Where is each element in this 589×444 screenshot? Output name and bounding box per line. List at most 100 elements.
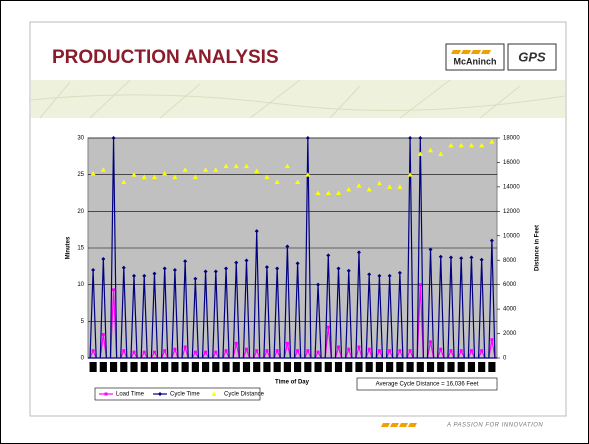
y2-tick-label: 6000 (503, 282, 517, 288)
cycle-marker (489, 238, 494, 243)
distance-marker (233, 163, 239, 169)
distance-marker (336, 190, 342, 195)
x-tick-label-box (181, 362, 189, 372)
x-tick-label-box (375, 362, 383, 372)
load-marker (152, 350, 156, 354)
cycle-marker (479, 257, 484, 262)
x-tick-label-box (304, 362, 312, 372)
legend-marker (104, 392, 108, 396)
load-marker (388, 349, 392, 353)
cycle-marker (408, 136, 413, 140)
load-marker (173, 347, 177, 351)
y2-axis-label: Distance in Feet (535, 225, 541, 271)
distance-marker (203, 167, 209, 172)
load-marker (357, 345, 361, 349)
cycle-marker (224, 266, 229, 271)
load-marker (337, 345, 341, 349)
x-tick-label-box (99, 362, 107, 372)
load-marker (101, 333, 105, 337)
cycle-marker (152, 271, 157, 276)
load-marker (275, 349, 279, 353)
distance-marker (346, 186, 352, 192)
distance-marker (397, 184, 403, 189)
load-marker (398, 349, 402, 353)
x-tick-label-box (426, 362, 435, 372)
banner (31, 80, 565, 118)
load-marker (142, 350, 146, 354)
y-tick-label: 0 (81, 356, 85, 362)
distance-marker (428, 147, 434, 153)
load-marker (469, 349, 473, 353)
distance-marker (468, 142, 474, 148)
distance-marker (274, 179, 280, 184)
y2-tick-label: 10000 (503, 233, 520, 239)
distance-marker (407, 172, 413, 177)
x-tick-label-box (120, 362, 128, 372)
x-tick-label-box (222, 362, 230, 372)
load-marker (122, 349, 126, 353)
x-tick-label-box (406, 362, 414, 372)
cycle-marker (142, 273, 147, 278)
y-tick-label: 30 (77, 136, 84, 142)
distance-marker (305, 172, 311, 177)
cycle-marker (275, 266, 280, 271)
x-tick-label-box (109, 362, 118, 372)
y2-tick-label: 8000 (503, 258, 517, 264)
distance-marker (131, 172, 137, 177)
legend-label: Cycle Time (170, 392, 200, 398)
legend-marker (158, 392, 162, 396)
distance-marker (376, 180, 382, 186)
x-tick-label-box (89, 362, 97, 372)
distance-marker (213, 167, 219, 172)
load-marker (480, 349, 484, 353)
cycle-marker (346, 268, 351, 273)
cycle-marker (448, 255, 453, 260)
load-marker (285, 341, 289, 345)
legend-label: Load Time (116, 392, 145, 398)
distance-marker (448, 142, 454, 148)
load-marker (163, 349, 167, 353)
logo-text: McAninch (453, 56, 496, 66)
load-marker (255, 349, 259, 353)
logo2-box (507, 43, 557, 71)
y2-tick-label: 16000 (503, 160, 520, 166)
x-tick-label-box (365, 362, 373, 372)
cycle-marker (438, 254, 443, 259)
x-tick-label-box (457, 362, 465, 372)
distance-marker (387, 184, 393, 189)
y-tick-label: 15 (77, 246, 84, 252)
banner-pattern (30, 79, 566, 119)
logo-box (445, 43, 505, 71)
annotation-box (356, 377, 498, 391)
distance-marker (243, 163, 249, 169)
x-tick-label-box (437, 362, 445, 372)
load-marker (377, 349, 381, 353)
distance-marker (90, 170, 96, 176)
load-marker (132, 350, 136, 354)
cycle-marker (203, 269, 208, 274)
x-axis-label: Time of Day (275, 380, 310, 386)
distance-marker (356, 183, 362, 188)
distance-marker (162, 170, 168, 176)
cycle-marker (121, 265, 126, 270)
load-marker (234, 341, 238, 345)
cycle-marker (428, 247, 433, 252)
load-marker (265, 349, 269, 353)
cycle-marker (244, 258, 249, 263)
x-tick-label-box (416, 362, 424, 372)
cycle-marker (459, 256, 464, 261)
x-tick-label-box (314, 362, 322, 372)
y-tick-label: 5 (81, 319, 85, 325)
distance-marker (417, 151, 423, 156)
y-axis-label: Minutes (66, 236, 72, 259)
cycle-marker (397, 270, 402, 275)
legend-box (94, 387, 261, 401)
cycle-marker (264, 265, 269, 270)
cycle-marker (101, 257, 106, 261)
annotation: Average Cycle Distance = 16,036 Feet (376, 382, 479, 388)
slide-title: PRODUCTION ANALYSIS (52, 47, 279, 68)
y2-tick-label: 12000 (503, 209, 520, 215)
x-tick-label-box (171, 362, 179, 372)
cycle-marker (356, 250, 361, 255)
